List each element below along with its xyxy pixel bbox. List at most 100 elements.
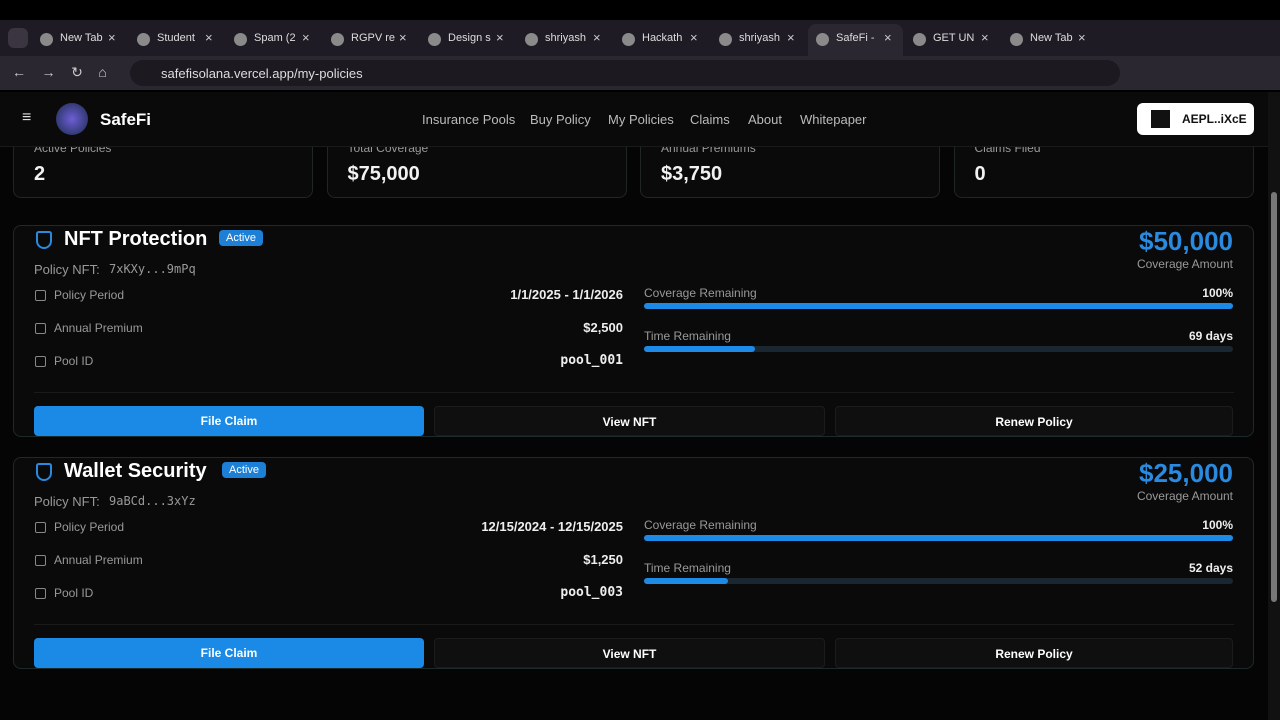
action-button[interactable]: File Claim <box>34 406 424 436</box>
stat-value: 0 <box>974 163 986 185</box>
action-button[interactable]: View NFT <box>434 638 825 668</box>
policy-card: NFT Protection Active Policy NFT: 7xKXy...9… <box>13 225 1254 437</box>
progress-value: 52 days <box>1188 561 1233 575</box>
tab-close: × <box>593 30 601 45</box>
detail-icon <box>35 588 46 599</box>
tab-close: × <box>1078 30 1086 45</box>
shield-icon <box>36 231 52 249</box>
tab[interactable]: Design s × <box>420 24 515 56</box>
tab-title: GET UN <box>933 32 975 44</box>
tab-icon <box>137 33 150 46</box>
tab-icon <box>525 33 538 46</box>
detail-label: Pool ID <box>54 354 94 368</box>
progress-fill <box>644 578 728 584</box>
tab[interactable]: shriyash × <box>517 24 612 56</box>
site-header: ≡ SafeFi Insurance Pools Buy Policy My Polic… <box>0 92 1268 147</box>
tab-title: Design s <box>448 32 491 44</box>
progress-value: 100% <box>1202 286 1233 300</box>
detail-value: $1,250 <box>583 552 623 567</box>
nav-link[interactable]: My Policies <box>608 112 674 127</box>
policy-name: NFT Protection <box>64 228 208 250</box>
tab[interactable]: Hackath × <box>614 24 709 56</box>
nav-link[interactable]: Insurance Pools <box>422 112 516 127</box>
progress-track <box>644 303 1233 309</box>
scroll-thumb[interactable] <box>1271 192 1277 602</box>
scrollbar <box>1268 92 1280 720</box>
tab-close: × <box>399 30 407 45</box>
nft-id: 7xKXy...9mPq <box>109 262 196 276</box>
tab-menu[interactable] <box>8 28 28 48</box>
action-button[interactable]: View NFT <box>434 406 825 436</box>
menu-icon[interactable]: ≡ <box>22 109 32 126</box>
stat-value: $75,000 <box>347 163 420 185</box>
progress-label: Time Remaining <box>644 561 731 575</box>
tab[interactable]: Student × <box>129 24 224 56</box>
progress-fill <box>644 303 1233 309</box>
nav-link[interactable]: Claims <box>690 112 730 127</box>
tab[interactable]: shriyash × <box>711 24 806 56</box>
progress-label: Coverage Remaining <box>644 518 757 532</box>
stat-value: 2 <box>34 163 46 185</box>
progress-track <box>644 535 1233 541</box>
nav-buttons: ← → ↻ ⌂ <box>12 64 107 80</box>
tab-close: × <box>690 30 698 45</box>
button-label: Renew Policy <box>995 647 1073 661</box>
nav-link[interactable]: About <box>748 112 782 127</box>
tab-title: Hackath <box>642 32 683 44</box>
progress-track <box>644 346 1233 352</box>
tab-title: New Tab <box>60 32 103 44</box>
address-bar[interactable] <box>130 60 1120 86</box>
progress-value: 69 days <box>1188 329 1233 343</box>
coverage-amount-label: Coverage Amount <box>1136 257 1233 271</box>
progress-track <box>644 578 1233 584</box>
detail-icon <box>35 323 46 334</box>
tab[interactable]: New Tab × <box>1002 24 1097 56</box>
tab-icon <box>428 33 441 46</box>
button-label: View NFT <box>602 647 657 661</box>
button-label: Renew Policy <box>995 415 1073 429</box>
tab[interactable]: RGPV re × <box>323 24 418 56</box>
tab[interactable]: New Tab × <box>32 24 127 56</box>
detail-label: Policy Period <box>54 288 125 302</box>
detail-icon <box>35 522 46 533</box>
progress-label: Time Remaining <box>644 329 731 343</box>
action-button[interactable]: Renew Policy <box>835 638 1233 668</box>
tab[interactable]: SafeFi - × <box>808 24 903 56</box>
tab-title: RGPV re <box>351 32 395 44</box>
button-label: File Claim <box>200 646 258 660</box>
nft-label: Policy NFT: <box>34 494 100 509</box>
action-button[interactable]: File Claim <box>34 638 424 668</box>
wallet-button[interactable]: AEPL..iXcE <box>1137 103 1254 135</box>
tab-close: × <box>205 30 213 45</box>
button-label: View NFT <box>602 415 657 429</box>
tab-title: New Tab <box>1030 32 1073 44</box>
tab-icon <box>816 33 829 46</box>
tab[interactable]: GET UN × <box>905 24 1000 56</box>
tab-close: × <box>787 30 795 45</box>
tab-icon <box>331 33 344 46</box>
nav-link[interactable]: Buy Policy <box>530 112 591 127</box>
tab-icon <box>40 33 53 46</box>
tab-close: × <box>496 30 504 45</box>
viewport: Active Policies 2 Total Coverage $75,000 Ann… <box>0 92 1268 720</box>
detail-label: Policy Period <box>54 520 125 534</box>
detail-value: 12/15/2024 - 12/15/2025 <box>481 519 623 534</box>
policy-card: Wallet Security Active Policy NFT: 9aBCd...… <box>13 457 1254 669</box>
tab[interactable]: Spam (2 × <box>226 24 321 56</box>
detail-label: Pool ID <box>54 586 94 600</box>
brand: SafeFi <box>100 110 152 129</box>
detail-icon <box>35 290 46 301</box>
detail-icon <box>35 356 46 367</box>
tab-icon <box>719 33 732 46</box>
tab-icon <box>622 33 635 46</box>
tab-title: shriyash <box>545 32 586 44</box>
action-button[interactable]: Renew Policy <box>835 406 1233 436</box>
detail-value: 1/1/2025 - 1/1/2026 <box>510 287 623 302</box>
nav-link[interactable]: Whitepaper <box>800 112 867 127</box>
progress-fill <box>644 346 756 352</box>
divider <box>34 624 1234 625</box>
policy-name: Wallet Security <box>64 460 207 482</box>
wallet-icon <box>1151 110 1170 128</box>
detail-value: pool_001 <box>560 353 623 368</box>
status-badge: Active <box>222 462 266 478</box>
